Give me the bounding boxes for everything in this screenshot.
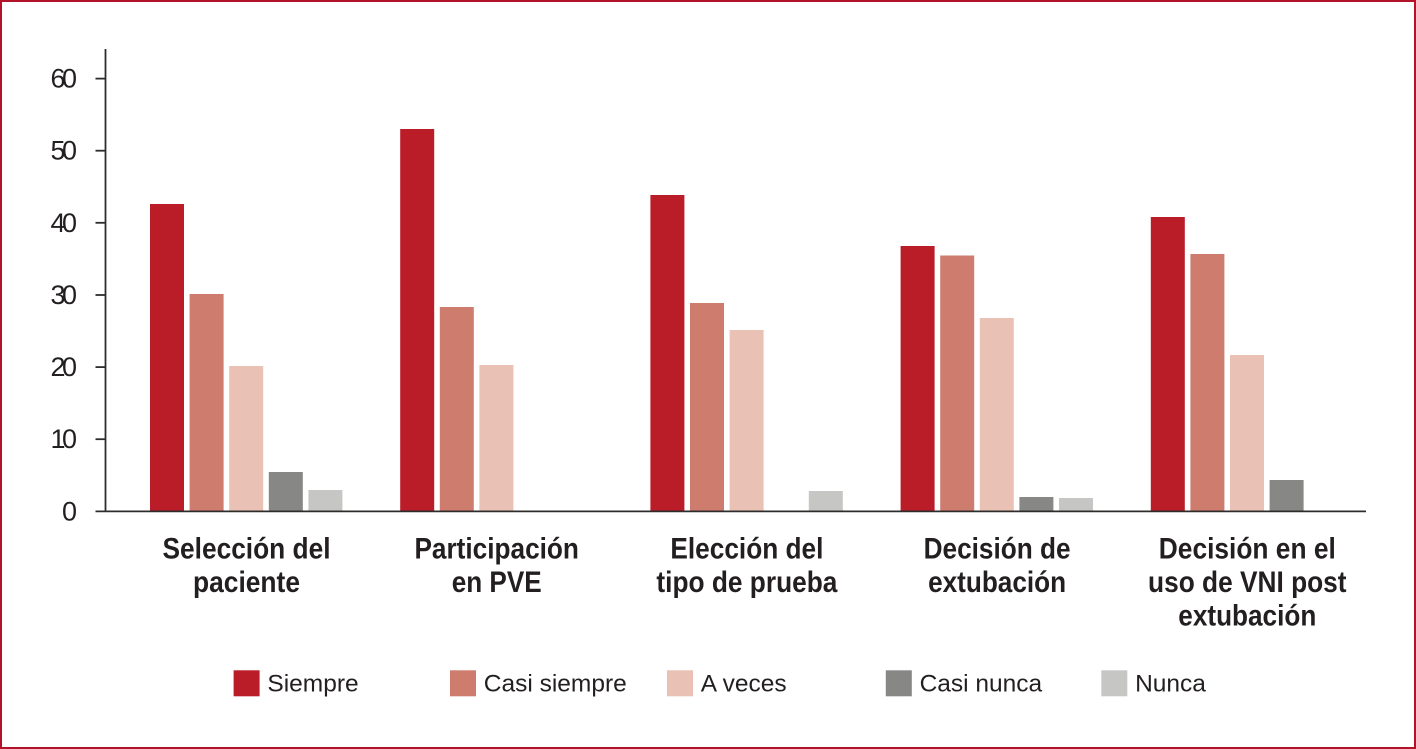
svg-text:Decisión en el: Decisión en el	[1159, 533, 1336, 566]
svg-text:uso de VNI post: uso de VNI post	[1148, 566, 1347, 599]
svg-text:Decisión de: Decisión de	[924, 533, 1071, 566]
svg-text:Participación: Participación	[414, 533, 579, 566]
svg-text:Nunca: Nunca	[1135, 671, 1206, 698]
svg-text:Casi nunca: Casi nunca	[920, 671, 1043, 698]
svg-text:50: 50	[51, 136, 78, 166]
svg-text:paciente: paciente	[193, 566, 300, 599]
svg-text:0: 0	[62, 496, 77, 526]
svg-text:30: 30	[51, 280, 78, 310]
svg-text:Siempre: Siempre	[267, 671, 358, 698]
svg-text:40: 40	[51, 208, 78, 238]
svg-text:extubación: extubación	[928, 566, 1066, 599]
svg-text:Elección del: Elección del	[670, 533, 823, 566]
svg-text:10: 10	[51, 424, 78, 454]
svg-text:60: 60	[51, 64, 78, 94]
svg-text:extubación: extubación	[1178, 600, 1316, 633]
svg-text:tipo de prueba: tipo de prueba	[656, 566, 837, 599]
svg-text:Casi siempre: Casi siempre	[484, 671, 627, 698]
svg-text:en PVE: en PVE	[452, 566, 542, 599]
svg-text:A veces: A veces	[701, 671, 787, 698]
svg-text:Selección del: Selección del	[163, 533, 331, 566]
svg-text:20: 20	[51, 352, 78, 382]
